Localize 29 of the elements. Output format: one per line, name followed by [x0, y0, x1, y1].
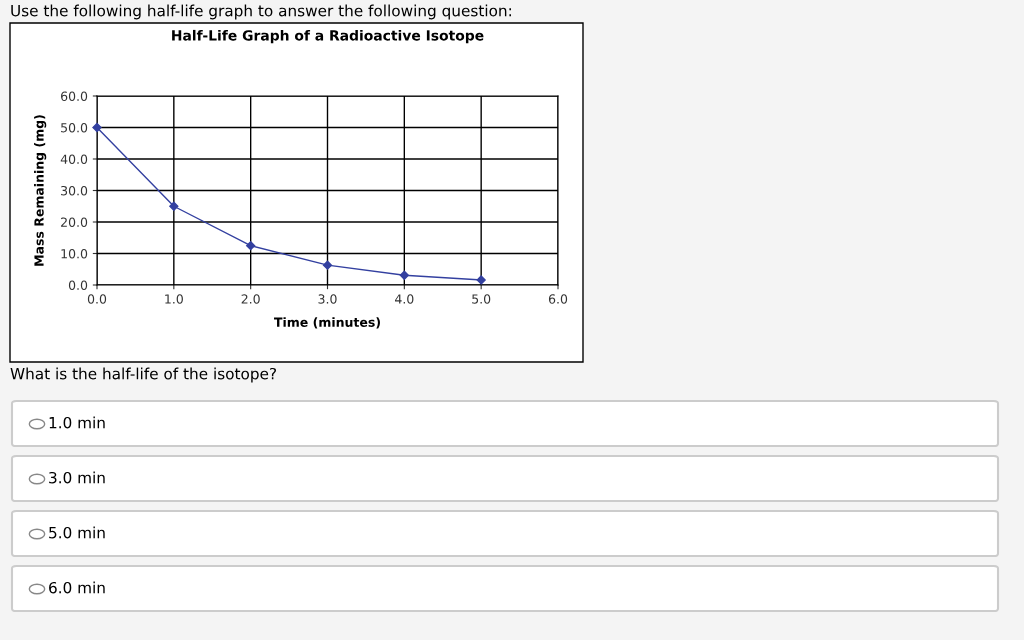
y-tick-label: 30.0: [61, 185, 88, 196]
x-tick-label: 2.0: [241, 294, 260, 304]
point: [169, 201, 179, 211]
y-tick-label: 60.0: [61, 91, 88, 101]
y-tick-label: 40.0: [60, 154, 88, 164]
y-tick-label: 0.0: [68, 280, 88, 290]
point: [92, 122, 102, 133]
x-tick-label: 6.0: [548, 294, 568, 304]
text: 6.0 min: [49, 581, 105, 594]
text: 3.0 min: [49, 471, 105, 484]
point: [399, 270, 409, 280]
point: [476, 275, 486, 285]
point: [322, 260, 333, 270]
y-tick-label: 50.0: [61, 122, 88, 133]
x-tick-label: 5.0: [472, 294, 491, 304]
y-axis-title: Mass Remaining (mg): [34, 115, 47, 266]
chart-title: Half-Life Graph of a Radioactive Isotope: [172, 29, 484, 44]
x-tick-label: 4.0: [395, 294, 414, 304]
y-tick-label: 10.0: [61, 248, 88, 259]
point: [246, 241, 256, 251]
text: 5.0 min: [49, 526, 105, 539]
text: Use the following half-life graph to answer the following question:: [11, 4, 511, 20]
x-axis-title: Time (minutes): [274, 317, 380, 329]
x-tick-label: 0.0: [87, 294, 107, 304]
y-tick-label: 20.0: [61, 217, 88, 227]
x-tick-label: 3.0: [318, 294, 337, 304]
text: What is the half-life of the isotope?: [10, 367, 276, 383]
text: 1.0 min: [49, 416, 105, 429]
x-tick-label: 1.0: [165, 294, 183, 304]
